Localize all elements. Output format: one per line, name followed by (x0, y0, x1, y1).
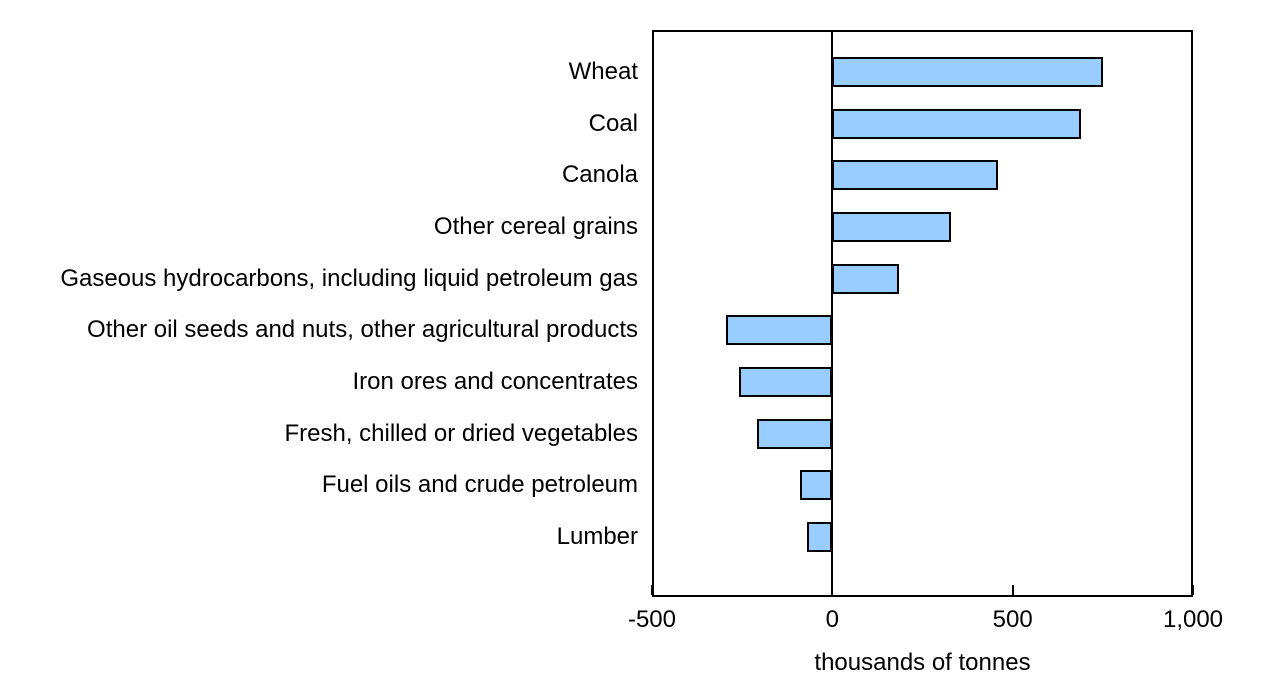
bar-wheat (832, 57, 1103, 87)
category-label: Coal (588, 109, 638, 137)
category-label: Iron ores and concentrates (352, 368, 638, 396)
category-label: Gaseous hydrocarbons, including liquid p… (60, 264, 638, 292)
category-label: Other oil seeds and nuts, other agricult… (87, 316, 638, 344)
bar-other-cereal-grains (832, 212, 952, 242)
category-label: Lumber (556, 523, 638, 551)
bar-other-oil-seeds-and-nuts-other-agricultural-products (725, 315, 833, 346)
category-label: Wheat (568, 58, 638, 85)
x-tick-label: 1,000 (1162, 606, 1224, 633)
bar-iron-ores-and-concentrates (738, 367, 833, 398)
category-label: Other cereal grains (433, 213, 638, 240)
x-axis-title: thousands of tonnes (814, 649, 1031, 676)
x-tick-mark (831, 585, 834, 595)
bar-lumber (807, 522, 833, 553)
zero-baseline (831, 30, 834, 597)
x-tick-mark (1192, 585, 1194, 595)
category-label: Fuel oils and crude petroleum (321, 471, 638, 499)
x-tick-label: 0 (825, 606, 839, 633)
bar-fuel-oils-and-crude-petroleum (799, 470, 833, 501)
bar-fresh-chilled-or-dried-vegetables (756, 418, 833, 449)
bar-coal (832, 108, 1082, 139)
x-tick-mark (1011, 585, 1014, 595)
x-tick-label: 500 (992, 606, 1033, 633)
bar-gaseous-hydrocarbons-including-liquid-petroleum-gas (832, 263, 900, 294)
bar-canola (832, 160, 999, 191)
x-tick-mark (651, 585, 653, 595)
category-label: Canola (561, 161, 638, 189)
x-tick-label: -500 (627, 606, 677, 633)
category-label: Fresh, chilled or dried vegetables (284, 419, 638, 447)
